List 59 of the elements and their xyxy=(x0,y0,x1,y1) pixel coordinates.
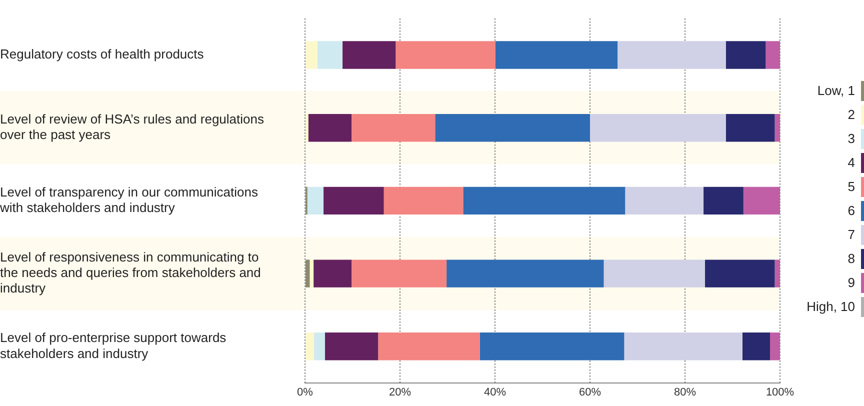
bar xyxy=(308,114,352,142)
legend-label: 4 xyxy=(848,155,855,170)
bar xyxy=(310,260,314,288)
bar xyxy=(324,332,378,360)
bar xyxy=(446,260,604,288)
bar xyxy=(352,260,447,288)
bar xyxy=(463,186,626,215)
legend-label: 3 xyxy=(848,131,855,146)
legend-label: 8 xyxy=(848,251,855,266)
bar xyxy=(704,186,744,215)
bar xyxy=(770,332,780,360)
legend-label: 2 xyxy=(848,107,855,122)
bar xyxy=(766,41,780,69)
bar xyxy=(704,260,775,288)
bar xyxy=(742,332,770,360)
y-tick-label: Level of transparency in our communications with stakeholders and industry xyxy=(0,184,258,216)
bar xyxy=(306,114,308,142)
bar xyxy=(317,41,343,69)
bar xyxy=(314,332,325,360)
bar xyxy=(743,186,780,215)
x-tick-label: 0% xyxy=(297,386,314,398)
bar xyxy=(378,332,480,360)
bar xyxy=(306,260,310,288)
bar xyxy=(435,114,590,142)
bar xyxy=(396,41,496,69)
bar xyxy=(342,41,396,69)
y-tick-label: Level of responsiveness in communicating to the needs and queries from stakeholders and industry xyxy=(0,250,261,296)
x-tick-label: 80% xyxy=(674,386,696,398)
bar xyxy=(590,114,726,142)
bar xyxy=(307,186,324,215)
x-tick-label: 20% xyxy=(388,386,412,398)
x-tick-label: 40% xyxy=(484,386,506,398)
bar xyxy=(384,186,464,215)
x-tick-label: 100% xyxy=(766,386,794,398)
legend-label: 9 xyxy=(848,275,855,290)
bar xyxy=(324,186,384,215)
bar xyxy=(774,114,780,142)
legend-label: 5 xyxy=(848,179,855,194)
bar xyxy=(495,41,618,69)
y-tick-label: Level of pro-enterprise support towards stakeholders and industry xyxy=(0,330,227,361)
y-tick-label: Level of review of HSA’s rules and regulations over the past years xyxy=(0,112,264,142)
bar xyxy=(774,260,780,288)
legend-label: Low, 1 xyxy=(817,83,855,98)
bar xyxy=(306,41,318,69)
legend-label: High, 10 xyxy=(806,299,855,314)
bar xyxy=(604,260,705,288)
bar xyxy=(624,332,742,360)
bar xyxy=(352,114,436,142)
bar xyxy=(480,332,624,360)
bar xyxy=(726,114,775,142)
y-tick-label: Regulatory costs of health products xyxy=(0,46,204,62)
bar xyxy=(618,41,726,69)
bar xyxy=(625,186,704,215)
bar xyxy=(314,260,352,288)
bar xyxy=(726,41,766,69)
bar xyxy=(306,332,314,360)
legend-label: 7 xyxy=(848,227,855,242)
x-tick-label: 60% xyxy=(578,386,602,398)
legend-label: 6 xyxy=(848,203,855,218)
